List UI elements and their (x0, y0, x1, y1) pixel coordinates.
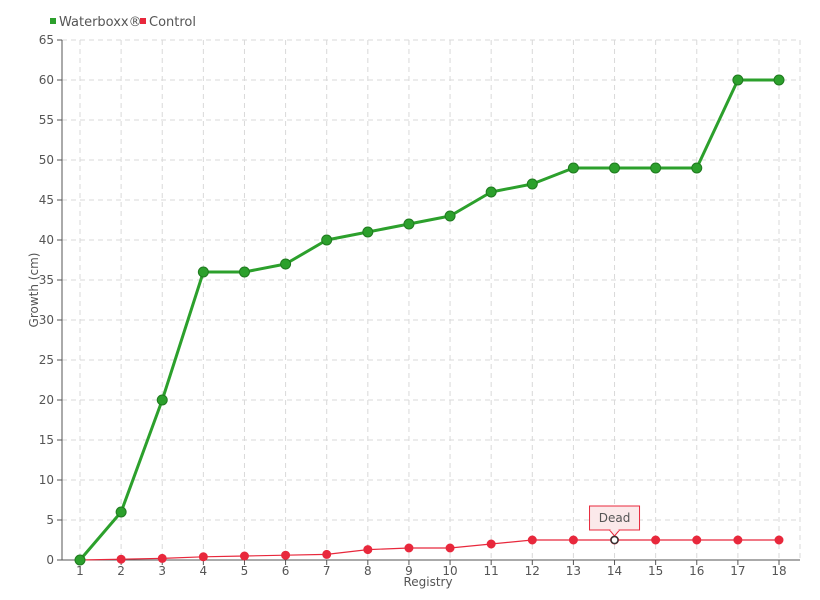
data-point-control[interactable] (486, 539, 496, 549)
data-point-control[interactable] (281, 550, 291, 560)
y-tick-label: 20 (39, 393, 54, 407)
x-tick-label: 9 (405, 564, 413, 578)
data-point-control[interactable] (692, 535, 702, 545)
y-tick-label: 15 (39, 433, 54, 447)
data-point-waterboxx[interactable] (732, 74, 744, 86)
x-tick-label: 8 (364, 564, 372, 578)
data-point-waterboxx[interactable] (650, 162, 662, 174)
data-point-waterboxx[interactable] (115, 506, 127, 518)
legend-swatch (140, 18, 146, 24)
series-waterboxx (74, 74, 785, 566)
x-tick-label: 15 (648, 564, 663, 578)
x-tick-label: 4 (200, 564, 208, 578)
data-point-waterboxx[interactable] (362, 226, 374, 238)
y-tick-label: 65 (39, 33, 54, 47)
legend-label: Control (149, 15, 196, 30)
highlighted-point[interactable] (610, 535, 619, 545)
x-tick-label: 1 (76, 564, 84, 578)
x-tick-label: 16 (689, 564, 704, 578)
x-tick-label: 11 (484, 564, 499, 578)
data-point-waterboxx[interactable] (197, 266, 209, 278)
grid (62, 39, 801, 560)
data-point-control[interactable] (116, 554, 126, 564)
data-point-control[interactable] (527, 535, 537, 545)
y-tick-label: 10 (39, 473, 54, 487)
data-point-control[interactable] (733, 535, 743, 545)
data-point-waterboxx[interactable] (526, 178, 538, 190)
series-line-waterboxx (78, 78, 779, 561)
series-layer (74, 74, 785, 566)
x-axis-title: Registry (403, 575, 452, 589)
x-tick-label: 17 (730, 564, 745, 578)
data-point-control[interactable] (445, 543, 455, 553)
series-control (75, 535, 784, 565)
x-tick-label: 3 (158, 564, 166, 578)
y-tick-label: 0 (46, 553, 54, 567)
y-tick-label: 35 (39, 273, 54, 287)
data-point-waterboxx[interactable] (280, 258, 292, 270)
data-point-waterboxx[interactable] (485, 186, 497, 198)
legend-item-waterboxx[interactable]: Waterboxx® (50, 15, 142, 30)
data-point-control[interactable] (651, 535, 661, 545)
data-point-control[interactable] (404, 543, 414, 553)
data-point-control[interactable] (198, 552, 208, 562)
data-point-waterboxx[interactable] (74, 554, 86, 566)
y-tick-label: 25 (39, 353, 54, 367)
x-tick-label: 18 (771, 564, 786, 578)
y-tick-label: 55 (39, 113, 54, 127)
data-point-waterboxx[interactable] (773, 74, 785, 86)
legend-swatch (50, 18, 56, 24)
legend-label: Waterboxx® (59, 15, 142, 30)
data-point-waterboxx[interactable] (403, 218, 415, 230)
x-tick-label: 10 (442, 564, 457, 578)
x-tick-label: 2 (117, 564, 125, 578)
data-point-waterboxx[interactable] (156, 394, 168, 406)
y-tick-label: 60 (39, 73, 54, 87)
data-point-waterboxx[interactable] (609, 162, 621, 174)
data-point-control[interactable] (239, 551, 249, 561)
data-point-control[interactable] (157, 553, 167, 563)
x-tick-label: 12 (525, 564, 540, 578)
y-tick-label: 50 (39, 153, 54, 167)
legend: Waterboxx® Control (50, 15, 196, 30)
annotation-layer: Dead (589, 505, 641, 545)
x-tick-label: 5 (241, 564, 249, 578)
tooltip-text: Dead (599, 511, 631, 525)
y-axis-title: Growth (cm) (27, 253, 41, 328)
annotation-tooltip: Dead (589, 505, 641, 545)
y-tick-label: 30 (39, 313, 54, 327)
data-point-control[interactable] (774, 535, 784, 545)
legend-item-control[interactable]: Control (140, 15, 196, 30)
y-tick-label: 5 (46, 513, 54, 527)
data-point-waterboxx[interactable] (238, 266, 250, 278)
series-line-control (79, 539, 779, 561)
x-tick-label: 14 (607, 564, 622, 578)
y-tick-label: 45 (39, 193, 54, 207)
x-tick-label: 6 (282, 564, 290, 578)
data-point-waterboxx[interactable] (567, 162, 579, 174)
y-tick-label: 40 (39, 233, 54, 247)
data-point-waterboxx[interactable] (321, 234, 333, 246)
x-tick-label: 7 (323, 564, 331, 578)
data-point-control[interactable] (363, 545, 373, 555)
data-point-waterboxx[interactable] (691, 162, 703, 174)
data-point-control[interactable] (568, 535, 578, 545)
data-point-waterboxx[interactable] (444, 210, 456, 222)
data-point-control[interactable] (322, 549, 332, 559)
x-tick-label: 13 (566, 564, 581, 578)
